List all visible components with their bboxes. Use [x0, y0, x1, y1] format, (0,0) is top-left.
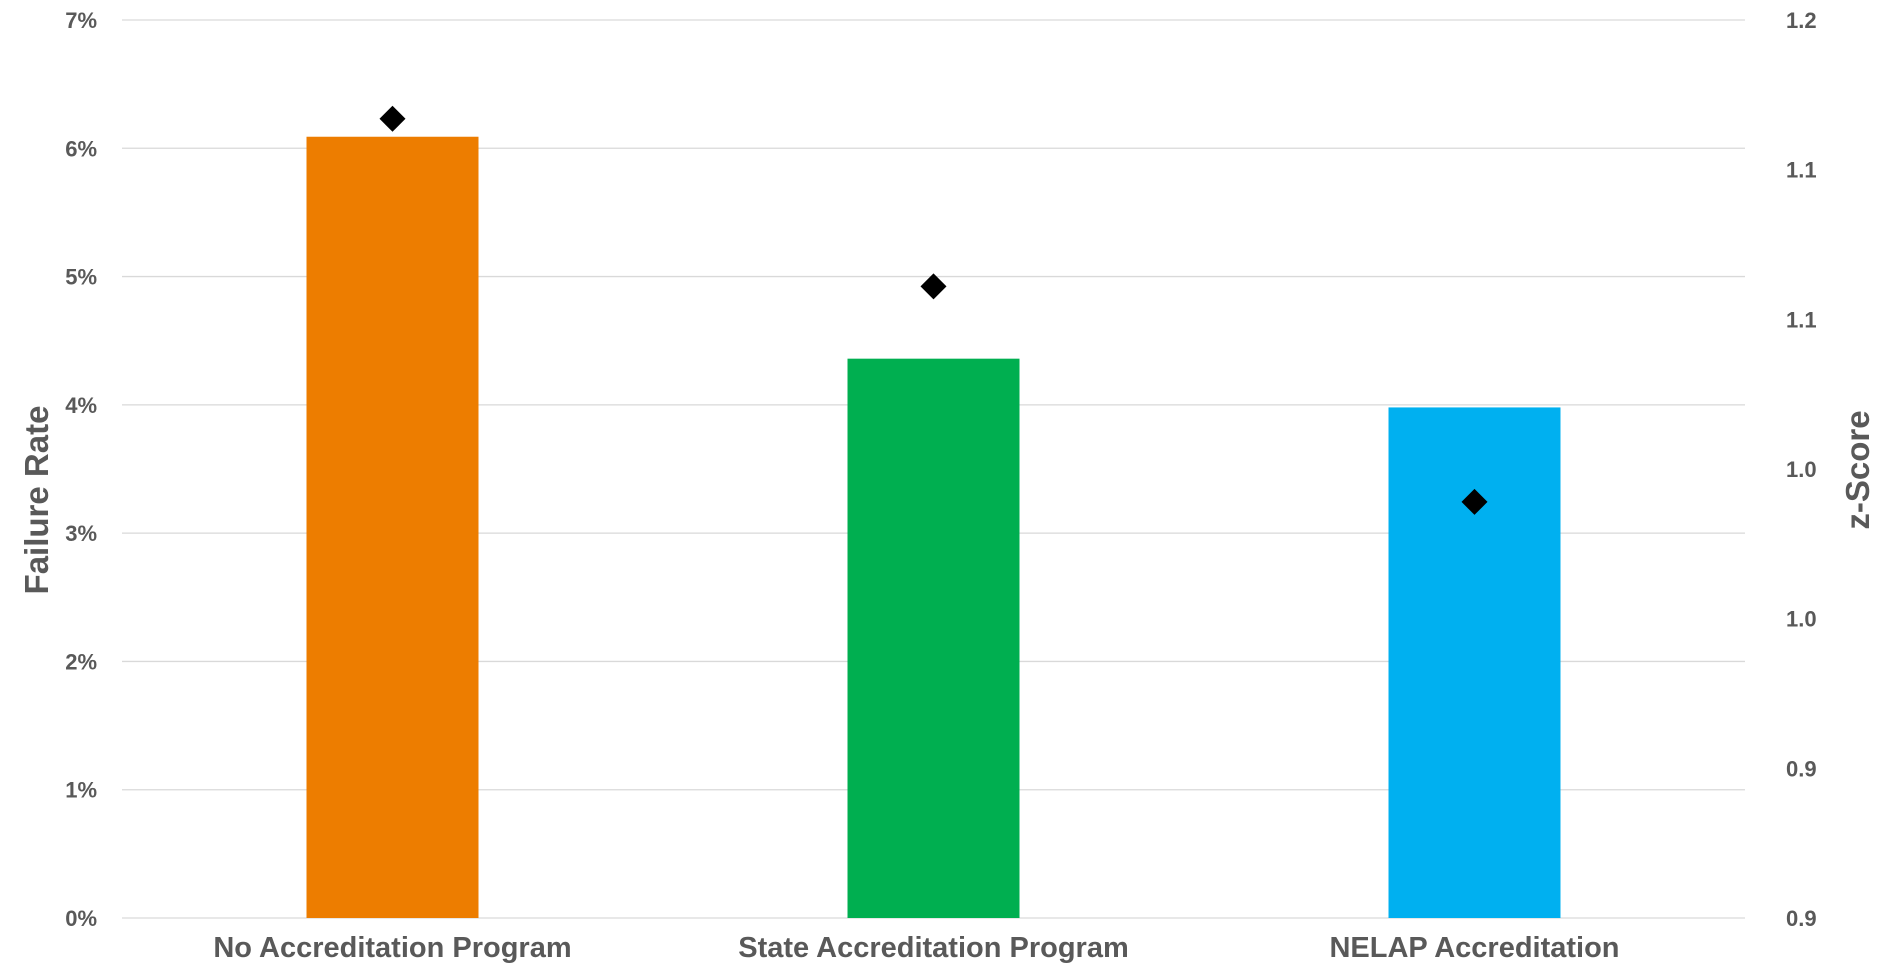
z-score-marker: [1461, 488, 1488, 515]
z-score-markers: [379, 105, 1488, 515]
y2-tick-label: 1.2: [1786, 8, 1817, 33]
y-tick-label: 4%: [65, 393, 97, 418]
bar: [1388, 407, 1561, 918]
category-labels: No Accreditation Program State Accreditat…: [213, 932, 1619, 964]
y-tick-label: 5%: [65, 265, 97, 290]
y2-tick-label: 1.1: [1786, 307, 1817, 332]
y2-tick-label: 0.9: [1786, 906, 1817, 931]
y2-tick-label: 1.1: [1786, 158, 1817, 183]
bar: [847, 358, 1020, 918]
z-score-marker: [379, 105, 406, 132]
y-tick-label: 1%: [65, 778, 97, 803]
left-axis-ticks: 0% 1% 2% 3% 4% 5% 6% 7%: [65, 8, 97, 931]
bar: [306, 136, 479, 919]
y2-axis-title: z-Score: [1839, 410, 1876, 529]
y2-tick-label: 1.0: [1786, 607, 1817, 632]
z-score-marker: [920, 273, 947, 300]
y-tick-label: 7%: [65, 8, 97, 33]
category-label: No Accreditation Program: [213, 932, 571, 964]
y-tick-label: 6%: [65, 136, 97, 161]
bars: [306, 136, 1561, 919]
y-tick-label: 0%: [65, 906, 97, 931]
y-tick-label: 2%: [65, 649, 97, 674]
y2-tick-label: 1.0: [1786, 457, 1817, 482]
category-label: NELAP Accreditation: [1329, 932, 1619, 964]
y-axis-title: Failure Rate: [18, 406, 55, 595]
right-axis-ticks: 0.9 0.9 1.0 1.0 1.1 1.1 1.2: [1786, 8, 1817, 931]
category-label: State Accreditation Program: [738, 932, 1129, 964]
y2-tick-label: 0.9: [1786, 756, 1817, 781]
y-tick-label: 3%: [65, 521, 97, 546]
